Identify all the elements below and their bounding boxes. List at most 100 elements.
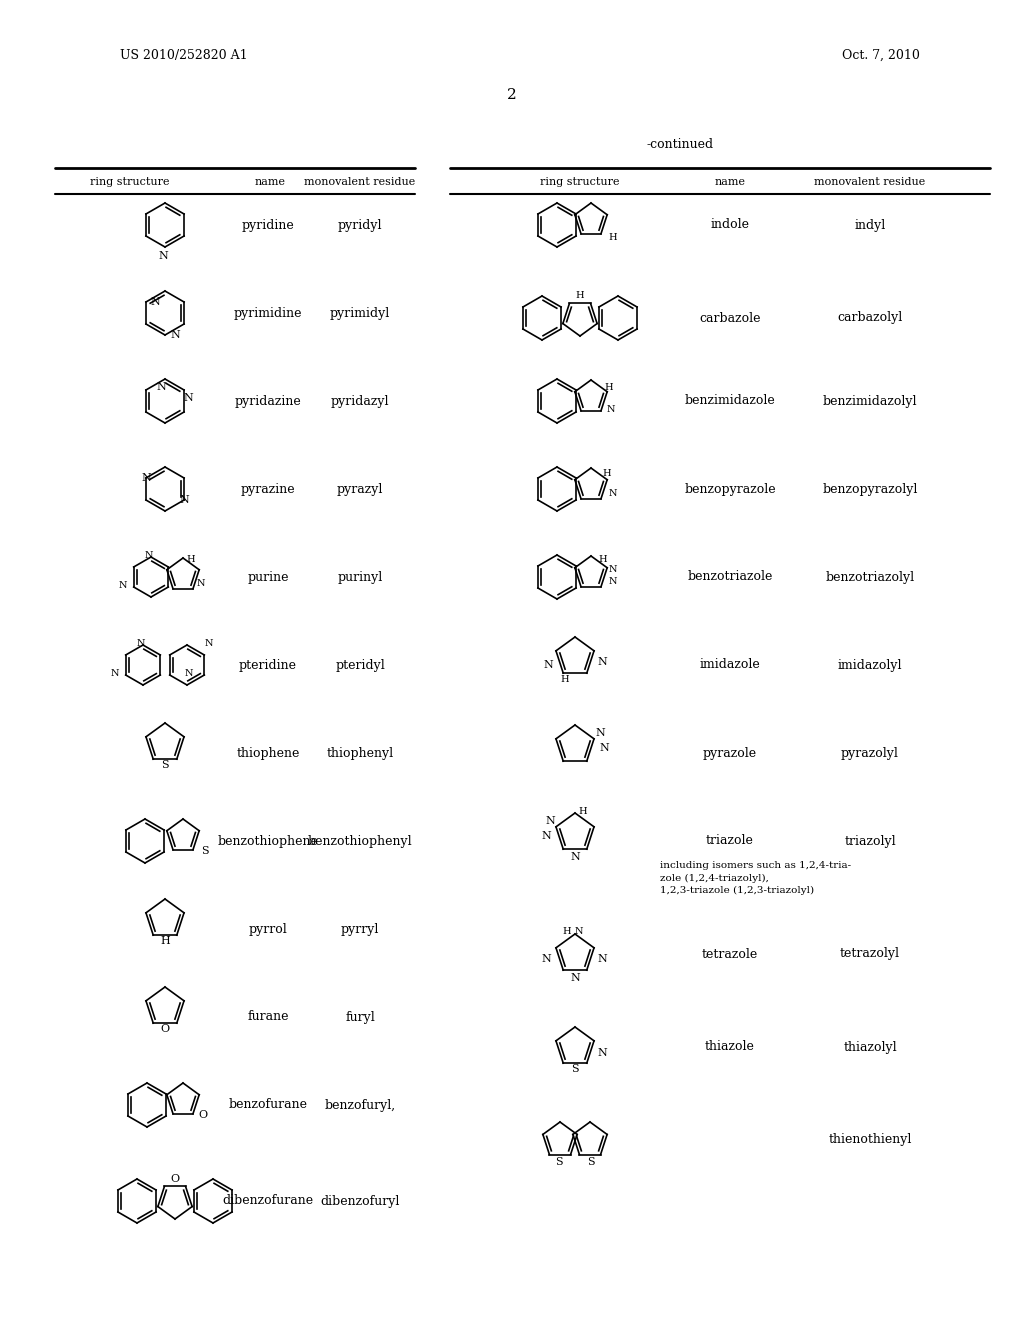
Text: tetrazole: tetrazole [701,948,758,961]
Text: benzofurane: benzofurane [228,1098,307,1111]
Text: benzopyrazole: benzopyrazole [684,483,776,495]
Text: ring structure: ring structure [541,177,620,187]
Text: 2: 2 [507,88,517,102]
Text: N: N [542,954,551,964]
Text: triazole: triazole [707,834,754,847]
Text: N: N [141,473,151,483]
Text: N: N [158,251,168,261]
Text: furyl: furyl [345,1011,375,1023]
Text: name: name [715,177,745,187]
Text: pyrrol: pyrrol [249,923,288,936]
Text: O: O [170,1173,179,1184]
Text: N: N [608,565,617,573]
Text: N: N [597,1048,607,1059]
Text: 1,2,3-triazole (1,2,3-triazolyl): 1,2,3-triazole (1,2,3-triazolyl) [660,886,814,895]
Text: H: H [186,554,196,564]
Text: thiophene: thiophene [237,747,300,759]
Text: pyrazolyl: pyrazolyl [841,747,899,759]
Text: -continued: -continued [646,139,714,152]
Text: N: N [205,639,213,648]
Text: N: N [544,660,553,671]
Text: indyl: indyl [854,219,886,231]
Text: dibenzofuryl: dibenzofuryl [321,1195,399,1208]
Text: H: H [608,232,617,242]
Text: pyrimidyl: pyrimidyl [330,306,390,319]
Text: pyrimidine: pyrimidine [233,306,302,319]
Text: N: N [599,743,608,752]
Text: thiazolyl: thiazolyl [843,1040,897,1053]
Text: H: H [603,469,611,478]
Text: N: N [608,488,617,498]
Text: H: H [562,928,571,936]
Text: H: H [575,292,585,301]
Text: S: S [201,846,209,855]
Text: N: N [183,393,193,403]
Text: H: H [579,807,588,816]
Text: imidazolyl: imidazolyl [838,659,902,672]
Text: pteridyl: pteridyl [335,659,385,672]
Text: purinyl: purinyl [337,570,383,583]
Text: N: N [184,668,194,677]
Text: pyridyl: pyridyl [338,219,382,231]
Text: H: H [561,676,569,685]
Text: thiophenyl: thiophenyl [327,747,393,759]
Text: N: N [597,954,607,964]
Text: pyridine: pyridine [242,219,294,231]
Text: N: N [570,851,580,862]
Text: benzotriazole: benzotriazole [687,570,773,583]
Text: pyrazyl: pyrazyl [337,483,383,495]
Text: S: S [161,760,169,770]
Text: US 2010/252820 A1: US 2010/252820 A1 [120,49,248,62]
Text: N: N [170,330,180,341]
Text: N: N [119,581,127,590]
Text: imidazole: imidazole [699,659,761,672]
Text: pyrazine: pyrazine [241,483,295,495]
Text: N: N [595,729,605,738]
Text: dibenzofurane: dibenzofurane [222,1195,313,1208]
Text: N: N [545,816,555,826]
Text: carbazolyl: carbazolyl [838,312,902,325]
Text: S: S [555,1158,563,1167]
Text: purine: purine [247,570,289,583]
Text: O: O [161,1024,170,1034]
Text: benzimidazolyl: benzimidazolyl [822,395,918,408]
Text: N: N [151,297,161,308]
Text: benzotriazolyl: benzotriazolyl [825,570,914,583]
Text: benzimidazole: benzimidazole [685,395,775,408]
Text: benzopyrazolyl: benzopyrazolyl [822,483,918,495]
Text: thienothienyl: thienothienyl [828,1134,911,1147]
Text: pyridazyl: pyridazyl [331,395,389,408]
Text: furane: furane [247,1011,289,1023]
Text: zole (1,2,4-triazolyl),: zole (1,2,4-triazolyl), [660,874,769,883]
Text: O: O [199,1110,208,1119]
Text: indole: indole [711,219,750,231]
Text: S: S [571,1064,579,1074]
Text: benzofuryl,: benzofuryl, [325,1098,395,1111]
Text: N: N [570,973,580,983]
Text: N: N [179,495,188,506]
Text: pyrazole: pyrazole [702,747,757,759]
Text: tetrazolyl: tetrazolyl [840,948,900,961]
Text: carbazole: carbazole [699,312,761,325]
Text: benzothiophene: benzothiophene [217,834,318,847]
Text: thiazole: thiazole [706,1040,755,1053]
Text: N: N [607,404,615,413]
Text: monovalent residue: monovalent residue [304,177,416,187]
Text: pyridazine: pyridazine [234,395,301,408]
Text: pteridine: pteridine [239,659,297,672]
Text: including isomers such as 1,2,4-tria-: including isomers such as 1,2,4-tria- [660,862,851,870]
Text: name: name [255,177,286,187]
Text: pyrryl: pyrryl [341,923,379,936]
Text: triazolyl: triazolyl [844,834,896,847]
Text: H: H [605,383,613,392]
Text: benzothiophenyl: benzothiophenyl [307,834,413,847]
Text: S: S [587,1158,595,1167]
Text: N: N [542,832,551,841]
Text: H: H [599,554,607,564]
Text: N: N [197,578,205,587]
Text: N: N [574,928,584,936]
Text: ring structure: ring structure [90,177,170,187]
Text: N: N [597,657,607,667]
Text: H: H [160,936,170,946]
Text: N: N [111,668,119,677]
